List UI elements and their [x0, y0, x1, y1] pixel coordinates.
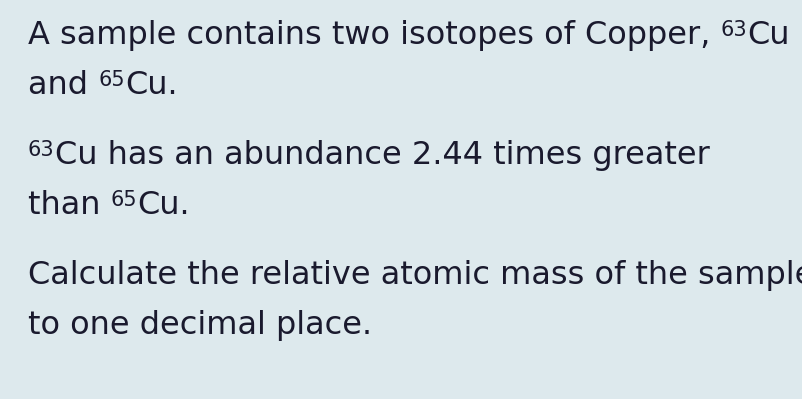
Text: and: and	[28, 70, 98, 101]
Text: Cu has an abundance 2.44 times greater: Cu has an abundance 2.44 times greater	[55, 140, 709, 171]
Text: Cu: Cu	[746, 20, 788, 51]
Text: Calculate the relative atomic mass of the sample: Calculate the relative atomic mass of th…	[28, 260, 802, 291]
Text: 65: 65	[111, 190, 137, 210]
Text: 63: 63	[28, 140, 55, 160]
Text: 63: 63	[719, 20, 746, 40]
Text: 65: 65	[98, 70, 124, 90]
Text: Cu.: Cu.	[124, 70, 177, 101]
Text: A sample contains two isotopes of Copper,: A sample contains two isotopes of Copper…	[28, 20, 719, 51]
Text: Cu.: Cu.	[137, 190, 189, 221]
Text: than: than	[28, 190, 111, 221]
Text: to one decimal place.: to one decimal place.	[28, 310, 371, 341]
